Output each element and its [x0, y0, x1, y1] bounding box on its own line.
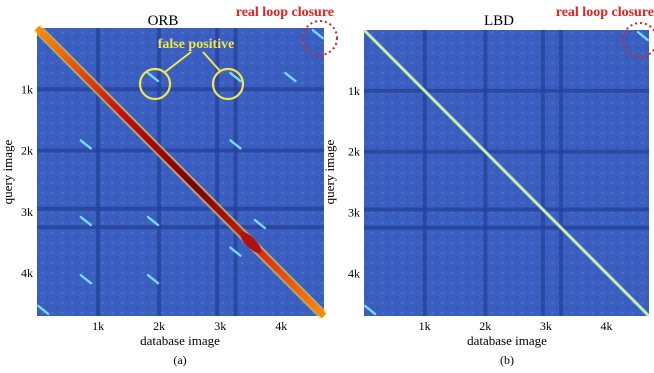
orb-diagonal-hotspot: [240, 231, 262, 253]
orb-y-tick-label: 2k: [21, 144, 33, 158]
orb-similarity-blob: [146, 71, 160, 83]
orb-horizontal-band: [37, 225, 324, 230]
real-loop-closure-circle-lbd: [622, 22, 654, 58]
lbd-heatmap-panel: [362, 28, 651, 318]
orb-similarity-blob: [36, 304, 50, 316]
orb-vertical-band: [157, 28, 162, 316]
orb-similarity-blob: [79, 215, 93, 227]
lbd-y-tick-label: 3k: [348, 206, 360, 220]
real-loop-closure-annotation-orb: real loop closure: [236, 5, 338, 56]
orb-similarity-blob: [79, 274, 93, 285]
lbd-caption: (b): [500, 353, 514, 367]
lbd-y-axis-label: query image: [322, 139, 337, 204]
orb-similarity-blob: [229, 139, 242, 150]
lbd-x-tick-label: 3k: [540, 319, 552, 333]
false-positive-pointer-left: [164, 51, 192, 73]
orb-similarity-blob: [311, 28, 325, 40]
lbd-vertical-band: [540, 30, 545, 316]
orb-heatmap-panel: [33, 24, 328, 320]
lbd-vertical-band: [483, 30, 488, 316]
real-loop-closure-label-orb: real loop closure: [236, 5, 334, 20]
lbd-horizontal-band: [364, 225, 649, 230]
lbd-y-tick-label: 4k: [348, 266, 360, 280]
orb-similarity-blob: [229, 71, 242, 83]
lbd-y-tick-label: 2k: [348, 145, 360, 159]
false-positive-annotation: false positive: [138, 37, 245, 101]
orb-vertical-band: [96, 28, 101, 316]
lbd-y-tick-label: 1k: [348, 84, 360, 98]
orb-y-tick-label: 4k: [21, 266, 33, 280]
orb-similarity-blob: [146, 274, 160, 285]
false-positive-circle-left: [138, 67, 172, 101]
lbd-x-tick-label: 2k: [479, 319, 491, 333]
orb-vertical-band: [215, 28, 220, 316]
orb-vertical-band: [233, 28, 238, 316]
false-positive-pointer-right: [202, 51, 221, 72]
lbd-similarity-blob: [636, 30, 650, 42]
lbd-horizontal-band: [364, 88, 649, 93]
lbd-vertical-band: [559, 30, 564, 316]
false-positive-label: false positive: [158, 37, 235, 52]
lbd-diagonal-line: [363, 29, 650, 317]
orb-y-tick-label: 1k: [21, 82, 33, 96]
lbd-horizontal-band: [364, 149, 649, 154]
orb-similarity-blob: [284, 71, 297, 83]
orb-chart-title: ORB: [148, 13, 179, 29]
orb-y-tick-label: 3k: [21, 205, 33, 219]
orb-similarity-blob: [79, 139, 93, 150]
orb-y-axis-label: query image: [0, 139, 15, 204]
real-loop-closure-label-lbd: real loop closure: [556, 5, 654, 20]
orb-similarity-blob: [253, 218, 267, 230]
orb-diagonal-line: [34, 25, 327, 319]
orb-x-tick-label: 1k: [92, 319, 104, 333]
lbd-similarity-blob: [363, 304, 377, 316]
orb-x-tick-label: 4k: [275, 319, 287, 333]
lbd-chart-title: LBD: [484, 13, 514, 29]
lbd-horizontal-band: [364, 207, 649, 212]
orb-horizontal-band: [37, 206, 324, 211]
false-positive-circle-right: [211, 67, 245, 101]
lbd-x-axis-label: database image: [467, 333, 547, 348]
orb-x-tick-label: 3k: [214, 319, 226, 333]
orb-x-axis-label: database image: [140, 333, 220, 348]
real-loop-closure-circle-orb: [302, 20, 338, 56]
orb-x-tick-label: 2k: [153, 319, 165, 333]
orb-horizontal-band: [37, 87, 324, 92]
orb-caption: (a): [173, 353, 186, 367]
orb-similarity-blob: [229, 246, 242, 257]
lbd-x-tick-label: 1k: [419, 319, 431, 333]
lbd-x-tick-label: 4k: [601, 319, 613, 333]
orb-horizontal-band: [37, 148, 324, 153]
lbd-vertical-band: [422, 30, 427, 316]
real-loop-closure-annotation-lbd: real loop closure: [556, 5, 654, 58]
orb-similarity-blob: [146, 215, 160, 227]
